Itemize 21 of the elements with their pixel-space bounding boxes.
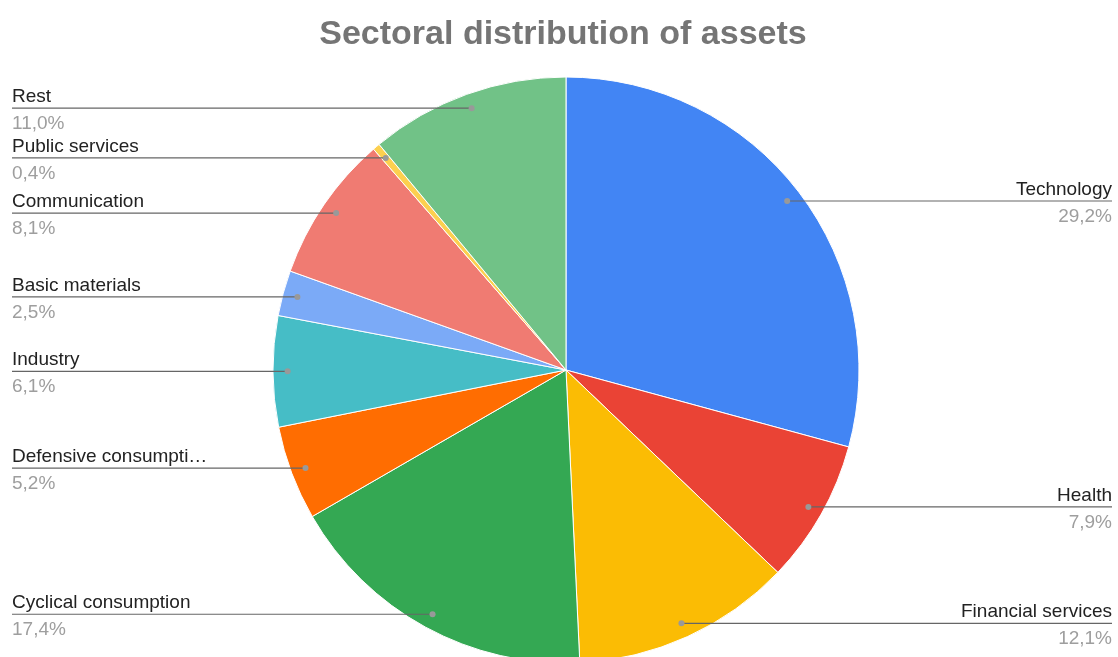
data-label: 29,2% xyxy=(1058,204,1113,226)
data-label: 5,2% xyxy=(12,472,56,494)
slice-label: Cyclical consumption xyxy=(12,591,191,613)
data-label: 12,1% xyxy=(1058,627,1113,649)
chart-title: Sectoral distribution of assets xyxy=(319,13,807,51)
slice-label: Communication xyxy=(12,190,144,212)
data-label: 2,5% xyxy=(12,300,56,322)
data-label: 0,4% xyxy=(12,161,56,183)
slice-label: Financial services xyxy=(961,600,1112,622)
data-label: 7,9% xyxy=(1068,510,1113,532)
slice-label: Basic materials xyxy=(12,273,141,295)
slice-label: Health xyxy=(1057,483,1112,505)
slice-label: Industry xyxy=(12,348,81,370)
data-label: 8,1% xyxy=(12,217,56,239)
data-label: 17,4% xyxy=(12,618,66,640)
slice-label: Rest xyxy=(12,85,52,107)
slice-label: Technology xyxy=(1015,177,1113,199)
data-label: 6,1% xyxy=(12,375,56,397)
data-label: 11,0% xyxy=(12,112,65,134)
slice-label: Public services xyxy=(12,134,139,156)
slice-label: Defensive consumpti… xyxy=(12,445,208,467)
